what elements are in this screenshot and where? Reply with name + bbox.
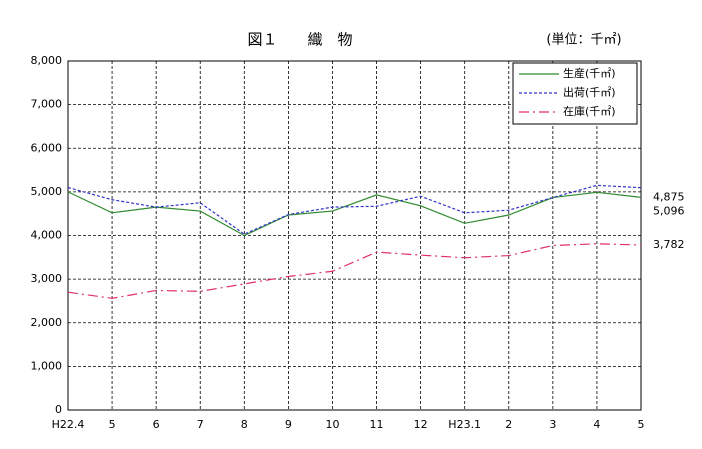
- y-tick-label: 7,000: [31, 98, 63, 111]
- x-tick-label: 12: [414, 418, 428, 431]
- legend-label: 在庫(千㎡): [563, 104, 616, 118]
- value-label: 5,096: [653, 204, 685, 217]
- x-tick-label: 3: [549, 418, 556, 431]
- chart-title: 図１ 織 物: [247, 31, 352, 49]
- x-tick-label: H22.4: [52, 418, 85, 431]
- unit-note: (単位：千㎡): [546, 32, 621, 48]
- x-tick-label: 10: [325, 418, 339, 431]
- y-tick-label: 6,000: [31, 141, 63, 154]
- x-tick-label: 7: [197, 418, 204, 431]
- series-line: [67, 243, 642, 299]
- y-tick-label: 4,000: [31, 229, 63, 242]
- legend-label: 出荷(千㎡): [563, 85, 616, 99]
- x-tick-label: 5: [109, 418, 116, 431]
- x-tick-label: 8: [241, 418, 248, 431]
- x-tick-label: 9: [285, 418, 292, 431]
- y-tick-label: 2,000: [31, 316, 63, 329]
- legend-label: 生産(千㎡): [563, 66, 616, 80]
- value-label: 4,875: [653, 190, 685, 203]
- value-label: 3,782: [653, 238, 685, 251]
- x-tick-label: 2: [505, 418, 512, 431]
- y-tick-label: 0: [55, 403, 62, 416]
- x-tick-label: H23.1: [448, 418, 481, 431]
- legend-box: [512, 62, 638, 125]
- series-line: [67, 184, 642, 235]
- x-tick-label: 4: [593, 418, 600, 431]
- series-line: [67, 191, 642, 237]
- x-tick-label: 6: [153, 418, 160, 431]
- plot-frame: [67, 60, 642, 411]
- y-tick-label: 8,000: [31, 54, 63, 67]
- y-tick-label: 3,000: [31, 272, 63, 285]
- x-tick-label: 11: [370, 418, 384, 431]
- y-tick-label: 1,000: [31, 359, 63, 372]
- x-tick-label: 5: [638, 418, 645, 431]
- y-tick-label: 5,000: [31, 185, 63, 198]
